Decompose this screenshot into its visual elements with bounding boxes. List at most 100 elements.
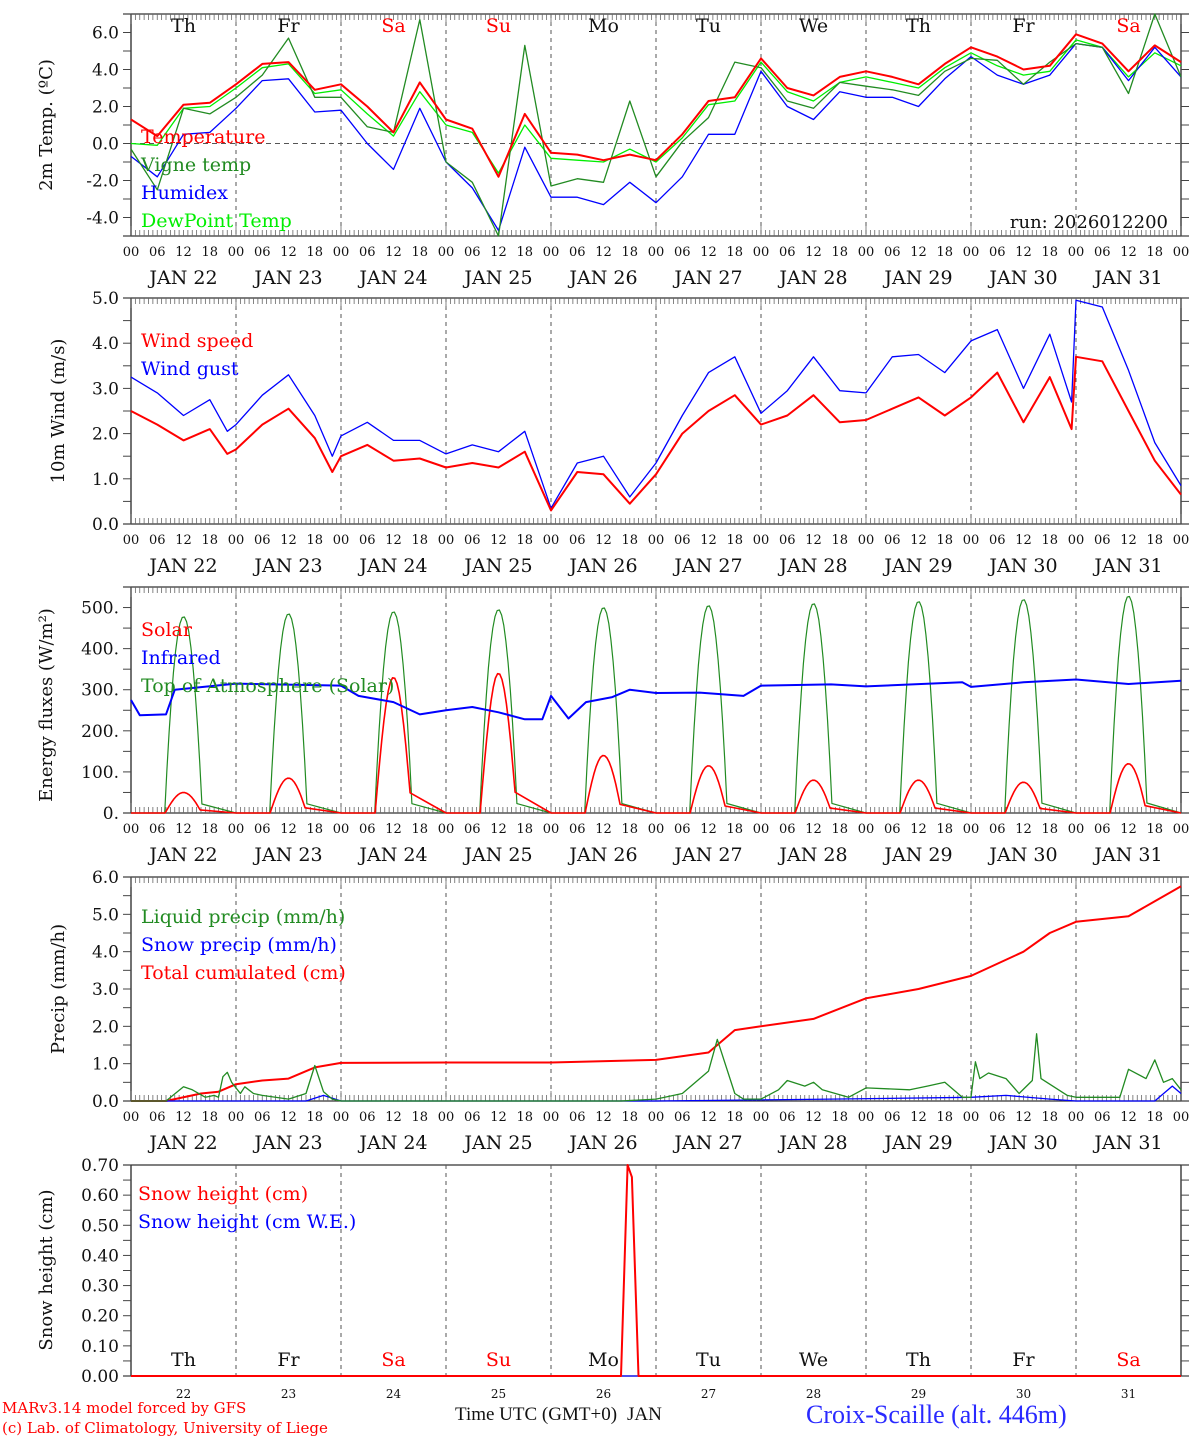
series-line-humidex xyxy=(130,42,1182,232)
day-number: 28 xyxy=(806,1387,821,1401)
y-tick-label: 2.0 xyxy=(92,1017,119,1037)
solar-line xyxy=(236,777,342,814)
hour-tick-label: 18 xyxy=(306,533,323,548)
hour-tick-label: 12 xyxy=(385,822,402,837)
hour-tick-label: 00 xyxy=(1173,245,1190,260)
date-label: JAN 22 xyxy=(147,844,217,866)
date-label: JAN 25 xyxy=(462,844,532,866)
solar-line xyxy=(656,765,762,814)
hour-tick-label: 06 xyxy=(359,245,376,260)
hour-tick-label: 12 xyxy=(1120,1110,1137,1125)
hour-tick-label: 06 xyxy=(884,245,901,260)
hour-tick-label: 00 xyxy=(858,245,875,260)
weekday-label: Th xyxy=(171,1349,196,1371)
y-tick-label: 1.0 xyxy=(92,1055,119,1075)
day-number: 24 xyxy=(386,1387,402,1401)
hour-tick-label: 06 xyxy=(989,1110,1006,1125)
date-label: JAN 29 xyxy=(882,267,952,289)
hour-tick-label: 12 xyxy=(805,1110,822,1125)
hour-tick-label: 18 xyxy=(621,245,638,260)
day-number: 31 xyxy=(1121,1387,1136,1401)
toa-solar-line xyxy=(551,607,657,814)
date-label: JAN 24 xyxy=(357,1132,427,1154)
hour-tick-label: 12 xyxy=(280,245,297,260)
hour-tick-label: 18 xyxy=(936,822,953,837)
hour-tick-label: 06 xyxy=(779,533,796,548)
date-label: JAN 22 xyxy=(147,1132,217,1154)
hour-tick-label: 12 xyxy=(700,533,717,548)
hour-tick-label: 00 xyxy=(963,533,980,548)
legend-entry: Wind speed xyxy=(141,330,253,352)
legend-entry: Vigne temp xyxy=(140,154,251,176)
hour-tick-label: 18 xyxy=(726,1110,743,1125)
hour-tick-label: 06 xyxy=(779,1110,796,1125)
date-label: JAN 27 xyxy=(672,1132,742,1154)
hour-tick-label: 12 xyxy=(1120,245,1137,260)
hour-tick-label: 12 xyxy=(490,1110,507,1125)
date-label: JAN 28 xyxy=(777,1132,847,1154)
date-label: JAN 23 xyxy=(252,267,322,289)
hour-tick-label: 12 xyxy=(280,822,297,837)
hour-tick-label: 06 xyxy=(779,822,796,837)
hour-tick-label: 18 xyxy=(831,245,848,260)
solar-line xyxy=(866,779,972,814)
hour-tick-label: 06 xyxy=(149,1110,166,1125)
y-tick-label: 0.10 xyxy=(81,1337,119,1357)
weekday-label: Fr xyxy=(1012,15,1035,37)
hour-tick-label: 00 xyxy=(123,245,140,260)
hour-tick-label: 12 xyxy=(175,533,192,548)
weekday-label: Th xyxy=(171,15,196,37)
hour-tick-label: 12 xyxy=(700,1110,717,1125)
day-number: 29 xyxy=(911,1387,926,1401)
hour-tick-label: 00 xyxy=(753,533,770,548)
day-number: 23 xyxy=(281,1387,296,1401)
hour-tick-label: 00 xyxy=(438,533,455,548)
hour-tick-label: 06 xyxy=(149,533,166,548)
date-label: JAN 23 xyxy=(252,844,322,866)
hour-tick-label: 00 xyxy=(333,822,350,837)
hour-tick-label: 12 xyxy=(805,245,822,260)
toa-solar-line xyxy=(971,599,1077,814)
weekday-label: Tu xyxy=(696,1349,721,1371)
hour-tick-label: 00 xyxy=(123,822,140,837)
date-label: JAN 30 xyxy=(987,1132,1057,1154)
hour-tick-label: 00 xyxy=(648,533,665,548)
hour-tick-label: 00 xyxy=(648,1110,665,1125)
hour-tick-label: 06 xyxy=(989,822,1006,837)
hour-tick-label: 18 xyxy=(1041,1110,1058,1125)
y-tick-label: 0.00 xyxy=(81,1367,119,1387)
toa-solar-line xyxy=(131,616,237,814)
hour-tick-label: 18 xyxy=(516,822,533,837)
weekday-label: Th xyxy=(906,1349,931,1371)
y-tick-label: 0.0 xyxy=(92,515,119,535)
legend-entry: Snow height (cm W.E.) xyxy=(138,1211,356,1233)
y-tick-label: 500. xyxy=(81,599,119,619)
hour-tick-label: 00 xyxy=(333,533,350,548)
weekday-label: Th xyxy=(906,15,931,37)
hour-tick-label: 06 xyxy=(779,245,796,260)
run-annotation: run: 2026012200 xyxy=(1010,212,1168,233)
hour-tick-label: 06 xyxy=(359,1110,376,1125)
date-label: JAN 25 xyxy=(462,267,532,289)
series-line-wind-speed xyxy=(130,355,1182,512)
hour-tick-label: 12 xyxy=(910,822,927,837)
date-label: JAN 26 xyxy=(567,1132,637,1154)
hour-tick-label: 18 xyxy=(1146,533,1163,548)
hour-tick-label: 12 xyxy=(385,533,402,548)
hour-tick-label: 18 xyxy=(936,533,953,548)
date-label: JAN 29 xyxy=(882,1132,952,1154)
hour-tick-label: 06 xyxy=(149,822,166,837)
date-label: JAN 31 xyxy=(1092,267,1162,289)
hour-tick-label: 06 xyxy=(569,822,586,837)
y-tick-label: 2.0 xyxy=(92,98,119,118)
hour-tick-label: 06 xyxy=(569,245,586,260)
date-label: JAN 26 xyxy=(567,844,637,866)
date-label: JAN 29 xyxy=(882,844,952,866)
hour-tick-label: 06 xyxy=(254,245,271,260)
hour-tick-label: 06 xyxy=(1094,245,1111,260)
hour-tick-label: 00 xyxy=(438,1110,455,1125)
hour-tick-label: 06 xyxy=(254,533,271,548)
hour-tick-label: 06 xyxy=(254,1110,271,1125)
y-axis-label: 10m Wind (m/s) xyxy=(48,339,69,484)
